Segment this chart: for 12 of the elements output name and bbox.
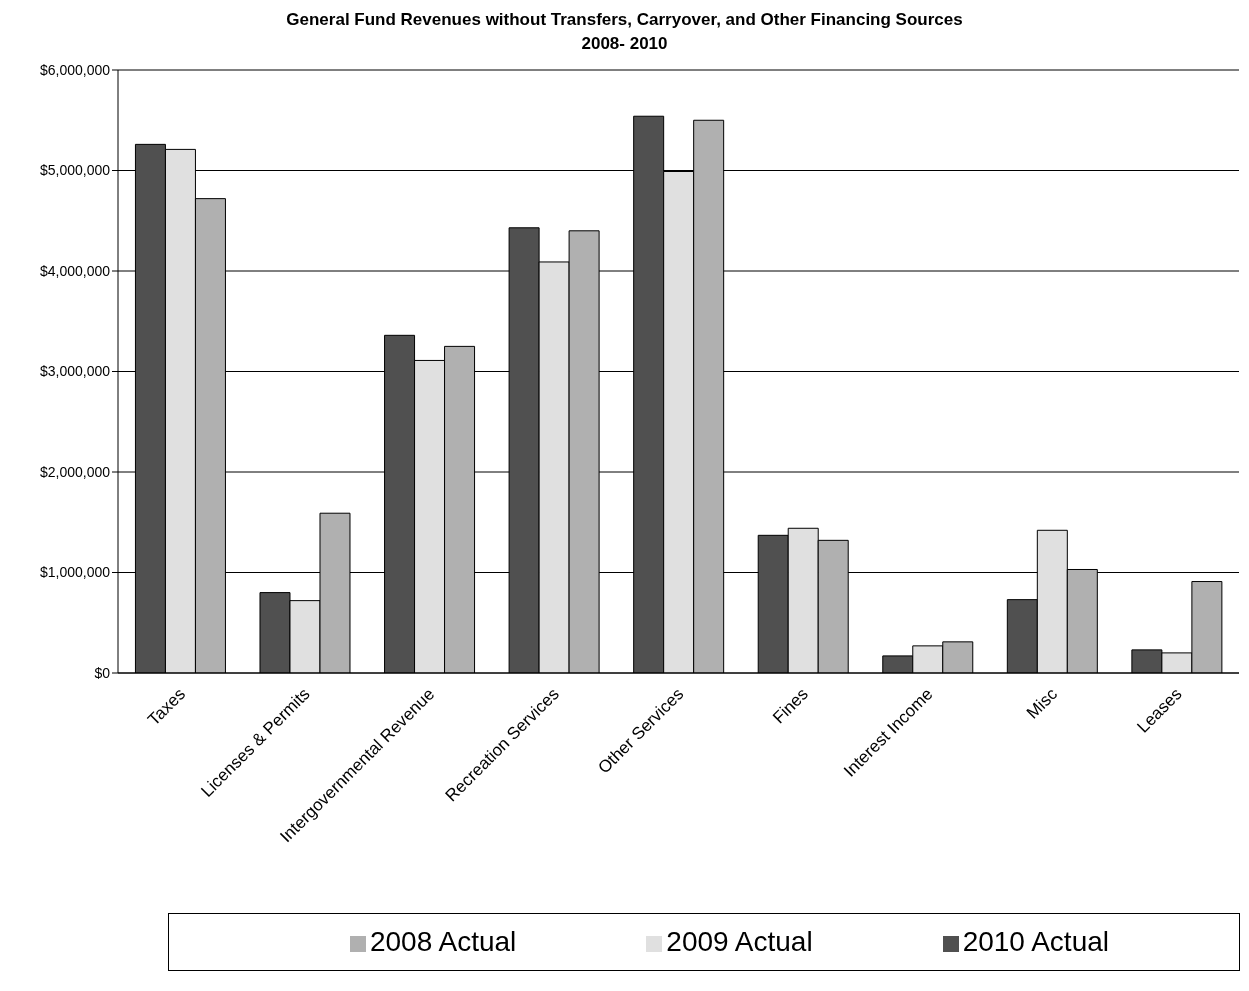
y-tick-label: $0: [94, 664, 111, 681]
y-tick-label: $4,000,000: [39, 262, 111, 279]
y-tick-label: $6,000,000: [39, 61, 111, 78]
legend-label: 2008 Actual: [369, 926, 517, 957]
y-tick-label: $3,000,000: [39, 363, 111, 380]
chart-subtitle: 2008- 2010: [580, 33, 669, 55]
legend-label: 2009 Actual: [666, 926, 813, 957]
y-tick-label: $1,000,000: [39, 564, 111, 581]
y-tick-label: $2,000,000: [39, 463, 111, 480]
y-tick-label: $5,000,000: [39, 162, 111, 179]
chart-title: General Fund Revenues without Transfers, Carryover, and Other Financing Sources: [285, 9, 964, 31]
legend-label: 2010 Actual: [962, 926, 1109, 957]
